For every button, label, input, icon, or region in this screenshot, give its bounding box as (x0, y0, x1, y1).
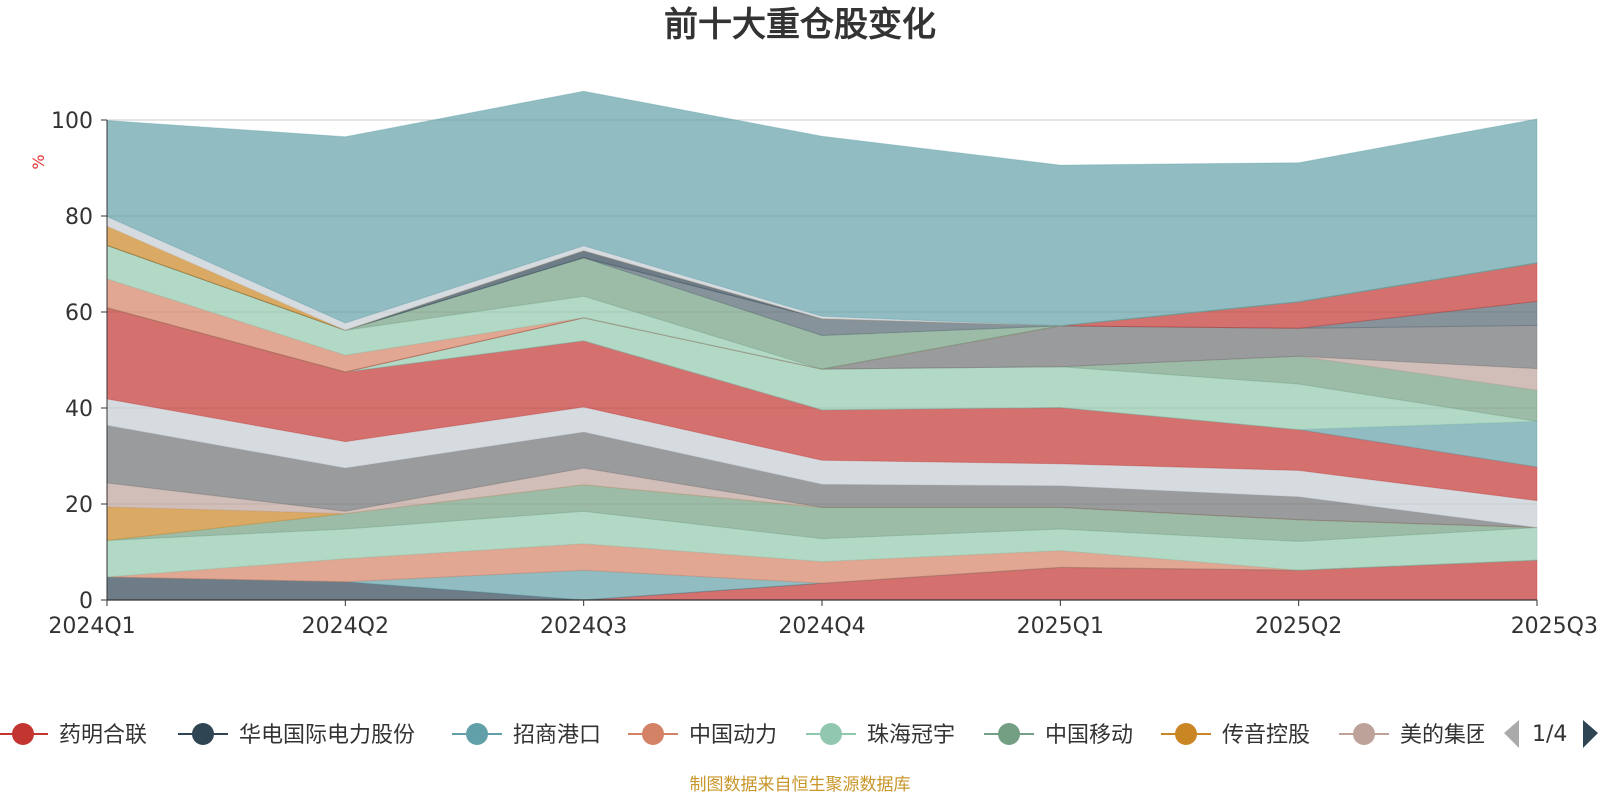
legend-page-indicator: 1/4 (1532, 722, 1567, 747)
y-tick-label: 0 (79, 589, 93, 614)
area-series-17 (106, 300, 1538, 373)
data-source-note: 制图数据来自恒生聚源数据库 (690, 775, 911, 795)
legend-label: 招商港口 (513, 723, 601, 748)
x-tick-label: 2024Q1 (48, 614, 135, 639)
area-series-26 (106, 90, 1538, 327)
area-series-18 (106, 262, 1538, 373)
legend-pager[interactable]: 1/4 (1504, 720, 1598, 748)
legend-marker (998, 723, 1020, 745)
x-tick-label: 2024Q3 (540, 614, 627, 639)
legend-item[interactable]: 华电国际电力股份 (178, 723, 415, 748)
y-axis-unit: % (29, 154, 48, 169)
triangle-right-icon[interactable] (1583, 720, 1598, 748)
legend-marker (1175, 723, 1197, 745)
legend-items[interactable]: 药明合联 华电国际电力股份 招商港口 中国动力 珠海冠宇 中国移动 传音控股 美的集团 (0, 723, 1488, 748)
axes: 0 20 40 60 80 100 2024Q1 2024Q2 2024Q3 2024Q4 2025… (48, 109, 1598, 639)
legend-label: 中国动力 (689, 723, 777, 748)
legend-label: 药明合联 (59, 723, 147, 748)
stacked-areas (106, 90, 1538, 601)
legend-item[interactable]: 中国动力 (628, 723, 777, 748)
legend-label: 华电国际电力股份 (239, 723, 415, 748)
x-tick-label: 2024Q2 (302, 614, 389, 639)
area-series-15 (106, 307, 1538, 391)
area-series-12 (106, 307, 1538, 468)
legend-marker (192, 723, 214, 745)
chart-title: 前十大重仓股变化 (664, 5, 936, 45)
legend-item[interactable]: 传音控股 (1161, 723, 1310, 748)
legend-item[interactable]: 美的集团 (1339, 723, 1488, 748)
legend[interactable]: 药明合联 华电国际电力股份 招商港口 中国动力 珠海冠宇 中国移动 传音控股 美的集团 (0, 723, 1488, 748)
legend-item[interactable]: 招商港口 (452, 723, 601, 748)
legend-label: 美的集团 (1400, 723, 1488, 748)
legend-marker (820, 723, 842, 745)
legend-label: 传音控股 (1222, 723, 1310, 748)
legend-marker (1353, 723, 1375, 745)
triangle-left-icon[interactable] (1504, 720, 1519, 748)
y-tick-label: 80 (65, 205, 93, 230)
area-series-19 (106, 262, 1538, 373)
x-tick-label: 2025Q3 (1511, 614, 1598, 639)
x-tick-label: 2024Q4 (778, 614, 865, 639)
legend-label: 中国移动 (1045, 723, 1133, 748)
area-series-16 (106, 307, 1538, 373)
y-tick-label: 20 (65, 493, 93, 518)
area-series-11 (106, 307, 1538, 502)
x-tick-label: 2025Q1 (1017, 614, 1104, 639)
legend-marker (466, 723, 488, 745)
legend-marker (642, 723, 664, 745)
legend-label: 珠海冠宇 (867, 723, 955, 748)
y-tick-label: 40 (65, 397, 93, 422)
legend-marker (12, 723, 34, 745)
y-tick-label: 60 (65, 301, 93, 326)
legend-item[interactable]: 中国移动 (984, 723, 1133, 748)
area-series-9 (106, 424, 1538, 528)
legend-item[interactable]: 药明合联 (0, 723, 147, 748)
area-series-14 (106, 307, 1538, 422)
area-series-7 (106, 484, 1538, 542)
x-tick-label: 2025Q2 (1255, 614, 1342, 639)
legend-item[interactable]: 珠海冠宇 (806, 723, 955, 748)
area-series-8 (106, 467, 1538, 528)
y-tick-label: 100 (51, 109, 93, 134)
